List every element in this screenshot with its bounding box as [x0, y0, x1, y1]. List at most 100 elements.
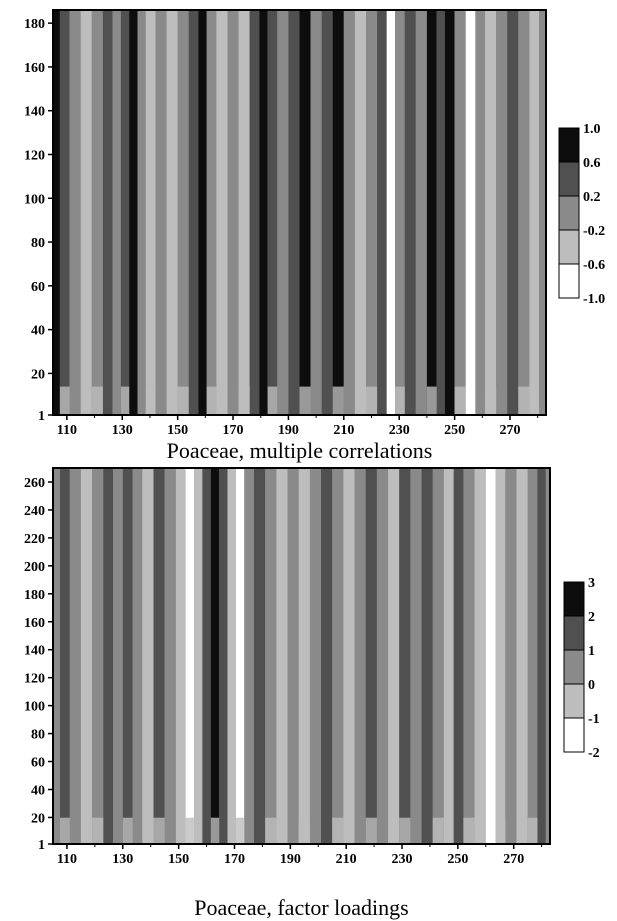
contour-band [155, 10, 167, 415]
contour-band [153, 468, 165, 844]
legend-label: -1 [588, 712, 600, 727]
contour-band [505, 468, 517, 844]
contour-patch [332, 386, 344, 415]
contour-band [516, 468, 528, 844]
y-tick-label: 60 [31, 280, 45, 295]
contour-patch [395, 386, 405, 415]
y-tick-label: 40 [31, 783, 45, 798]
x-tick-label: 110 [57, 852, 77, 867]
plot-frame [52, 9, 547, 416]
contour-band [288, 10, 300, 415]
y-tick-label: 1 [38, 409, 45, 424]
contour-patch [238, 386, 250, 415]
contour-patch [463, 817, 475, 844]
contour-band [410, 468, 422, 844]
contour-patch [267, 386, 278, 415]
contour-band [332, 468, 344, 844]
contour-band [132, 468, 143, 844]
legend-swatch [563, 649, 585, 685]
contour-band [91, 10, 103, 415]
contour-band [421, 468, 433, 844]
x-tick-label: 150 [168, 852, 189, 867]
plot-frame [52, 467, 551, 845]
contour-patch [59, 386, 70, 415]
contour-band [254, 468, 266, 844]
contour-band [249, 10, 260, 415]
x-tick-label: 230 [389, 423, 410, 438]
contour-patch [495, 817, 506, 844]
contour-band [60, 468, 70, 844]
contour-band [188, 10, 199, 415]
contour-band [137, 10, 146, 415]
contour-band [518, 10, 530, 415]
x-tick-label: 130 [112, 852, 133, 867]
contour-patch [518, 386, 530, 415]
contour-patch [366, 386, 378, 415]
contour-patch [265, 817, 277, 844]
contour-band [343, 468, 355, 844]
legend-swatch [558, 127, 580, 163]
y-tick-label: 200 [24, 560, 45, 575]
contour-band [432, 468, 444, 844]
contour-band [485, 10, 497, 415]
contour-band [485, 468, 496, 844]
contour-band [80, 468, 93, 844]
contour-band [436, 10, 445, 415]
y-tick-label: 260 [24, 476, 45, 491]
contour-band [265, 468, 277, 844]
y-tick-label: 160 [24, 61, 45, 76]
contour-band [309, 468, 322, 844]
contour-band [122, 468, 133, 844]
contour-band [227, 468, 236, 844]
contour-patch [299, 386, 311, 415]
x-tick-label: 130 [112, 423, 133, 438]
contour-band [495, 468, 506, 844]
contour-band [53, 10, 60, 415]
contour-band [539, 10, 546, 415]
contour-patch [185, 817, 194, 844]
contour-band [386, 10, 395, 415]
contour-band [177, 10, 189, 415]
contour-patch [454, 386, 466, 415]
y-tick-label: 120 [24, 672, 45, 687]
contour-band [198, 10, 207, 415]
contour-band [321, 468, 333, 844]
y-tick-label: 100 [24, 192, 45, 207]
chart-caption: Poaceae, multiple correlations [167, 438, 433, 463]
contour-patch [145, 386, 156, 415]
y-tick-label: 20 [31, 367, 45, 382]
contour-band [529, 10, 540, 415]
contour-band [321, 10, 333, 415]
y-tick-label: 160 [24, 616, 45, 631]
x-tick-label: 170 [223, 423, 244, 438]
contour-patch [177, 386, 189, 415]
y-tick-label: 180 [24, 588, 45, 603]
contour-patch [120, 386, 130, 415]
contour-band [527, 468, 538, 844]
contour-band [194, 468, 203, 844]
y-tick-label: 220 [24, 532, 45, 547]
contour-band [443, 468, 454, 844]
contour-band [354, 10, 366, 415]
contour-band [426, 10, 437, 415]
y-tick-label: 120 [24, 148, 45, 163]
y-tick-label: 80 [31, 236, 45, 251]
contour-band [332, 10, 344, 415]
contour-band [376, 468, 389, 844]
contour-band [112, 10, 121, 415]
contour-band [388, 468, 400, 844]
x-tick-label: 110 [57, 423, 77, 438]
contour-band [53, 468, 60, 844]
contour-band [453, 468, 464, 844]
contour-band [202, 468, 211, 844]
y-tick-label: 40 [31, 324, 45, 339]
contour-band [267, 10, 278, 415]
x-tick-label: 250 [444, 423, 465, 438]
contour-band [343, 10, 355, 415]
legend-label: 0.6 [583, 156, 601, 171]
contour-band [454, 10, 466, 415]
y-tick-label: 100 [24, 700, 45, 715]
contour-patch [365, 817, 377, 844]
legend-label: 1.0 [583, 122, 601, 137]
